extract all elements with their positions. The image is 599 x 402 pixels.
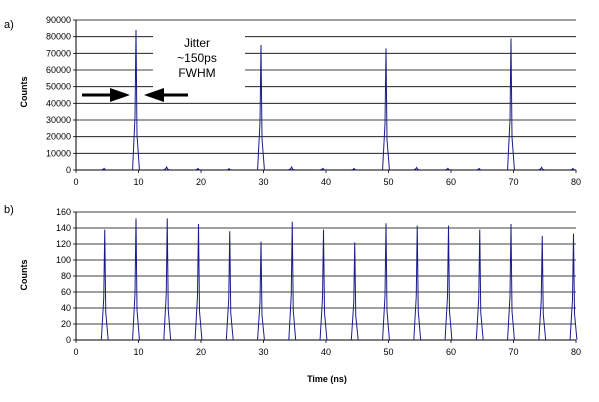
panel-a-peak	[350, 167, 358, 171]
panel-a-peak	[475, 167, 483, 171]
panel-b-peak	[257, 241, 265, 341]
panel-b: b) Counts 0 20 40 60 80 100 120 140 160 0 10 20 30 4…	[4, 204, 581, 384]
panel-a-peak	[319, 167, 327, 171]
annotation-background	[153, 31, 245, 97]
panel-b-y-tick-label: 120	[56, 239, 71, 249]
panel-a-x-tick-label: 60	[446, 177, 456, 187]
panel-a-y-tick-label: 70000	[46, 48, 71, 58]
panel-a-x-tick-label: 40	[321, 177, 331, 187]
panel-a-peak	[287, 165, 296, 171]
panel-b-x-tick-label: 40	[321, 347, 331, 357]
panel-a-x-tick-label: 20	[196, 177, 206, 187]
panel-b-peak	[225, 231, 234, 341]
panel-b-grid	[76, 211, 576, 341]
panel-a-peak	[413, 166, 421, 171]
panel-a-peak	[225, 167, 233, 171]
panel-b-peak	[382, 223, 390, 341]
jitter-annotation: Jitter ~150ps FWHM	[153, 31, 245, 97]
panel-b-peak	[163, 218, 172, 341]
panel-b-x-tick-label: 10	[133, 347, 143, 357]
panel-a-y-tick-label: 90000	[46, 15, 71, 25]
panel-b-peak	[319, 229, 328, 341]
panel-b-ylabel: Counts	[19, 260, 29, 291]
panel-b-peak	[100, 229, 109, 341]
panel-b-peak	[569, 233, 578, 341]
panel-a-y-tick-label: 30000	[46, 115, 71, 125]
panel-a-peak	[100, 167, 108, 171]
panel-a-y-tick-label: 10000	[46, 148, 71, 158]
panel-b-peak	[350, 242, 359, 341]
panel-b-y-tick-label: 160	[56, 207, 71, 217]
panel-b-x-tick-label: 80	[571, 347, 581, 357]
panel-b-peak	[413, 225, 422, 341]
panel-a-peak	[382, 48, 390, 171]
panel-a-peak	[537, 166, 546, 171]
panel-b-peak	[132, 218, 140, 341]
panel-b-x-tick-label: 20	[196, 347, 206, 357]
panel-a-peak	[569, 167, 577, 171]
jitter-arrows	[82, 88, 188, 102]
panel-a-series	[100, 29, 577, 171]
panel-a-peak	[507, 38, 515, 171]
panel-b-peak	[507, 223, 515, 341]
right-arrow-head	[144, 88, 164, 102]
panel-b-y-tick-labels: 0 20 40 60 80 100 120 140 160	[56, 207, 71, 345]
annotation-line-jitter: Jitter	[184, 36, 210, 50]
panel-b-x-tick-label: 70	[508, 347, 518, 357]
panel-a-peak	[444, 167, 452, 171]
panel-a-x-tick-label: 50	[383, 177, 393, 187]
panel-a-peak	[194, 167, 202, 171]
panel-a-y-tick-label: 20000	[46, 132, 71, 142]
panel-a-x-tick-label: 30	[258, 177, 268, 187]
panel-a-x-tick-label: 10	[133, 177, 143, 187]
panel-a-x-tick-label: 0	[73, 177, 78, 187]
panel-b-x-tick-label: 30	[258, 347, 268, 357]
panel-a-peak	[162, 165, 171, 171]
panel-b-y-tick-label: 40	[61, 303, 71, 313]
panel-a-x-tick-label: 70	[508, 177, 518, 187]
left-arrow-head	[110, 88, 130, 102]
panel-a-y-tick-label: 40000	[46, 98, 71, 108]
panel-a-y-tick-label: 50000	[46, 82, 71, 92]
panel-b-peak	[444, 225, 453, 341]
panel-b-y-tick-label: 80	[61, 271, 71, 281]
panel-a-y-tick-label: 80000	[46, 32, 71, 42]
panel-a-x-tick-labels: 0 10 20 30 40 50 60 70 80	[73, 177, 581, 187]
panel-a: a) Counts 010000200003000040000500006000…	[4, 15, 581, 187]
panel-b-peak	[194, 223, 203, 341]
annotation-line-fwhm: FWHM	[178, 66, 215, 80]
panel-b-series	[100, 218, 578, 341]
panel-b-xlabel: Time (ns)	[307, 374, 347, 384]
panel-a-ylabel: Counts	[19, 77, 29, 108]
panel-b-y-tick-label: 0	[66, 335, 71, 345]
panel-b-peak	[538, 235, 547, 341]
panel-b-axes	[73, 211, 577, 343]
panel-b-peak	[475, 229, 484, 341]
panel-a-y-tick-label: 0	[66, 165, 71, 175]
panel-a-label: a)	[4, 19, 14, 31]
panel-b-x-tick-label: 50	[383, 347, 393, 357]
panel-b-y-tick-label: 60	[61, 287, 71, 297]
annotation-line-value: ~150ps	[177, 51, 217, 65]
panel-b-y-tick-label: 20	[61, 319, 71, 329]
panel-a-x-tick-label: 80	[571, 177, 581, 187]
panel-b-label: b)	[4, 204, 14, 216]
panel-a-peak	[257, 44, 265, 171]
panel-b-y-tick-label: 140	[56, 223, 71, 233]
panel-a-y-tick-labels: 0 10000 20000 30000 40000 50000 60000 70000 8000…	[46, 15, 71, 175]
panel-b-x-tick-label: 60	[446, 347, 456, 357]
panel-a-y-tick-label: 60000	[46, 65, 71, 75]
panel-a-peak	[132, 29, 140, 171]
panel-b-x-tick-label: 0	[73, 347, 78, 357]
panel-b-y-tick-label: 100	[56, 255, 71, 265]
panel-b-peak	[288, 221, 297, 341]
panel-b-x-tick-labels: 0 10 20 30 40 50 60 70 80	[73, 347, 581, 357]
